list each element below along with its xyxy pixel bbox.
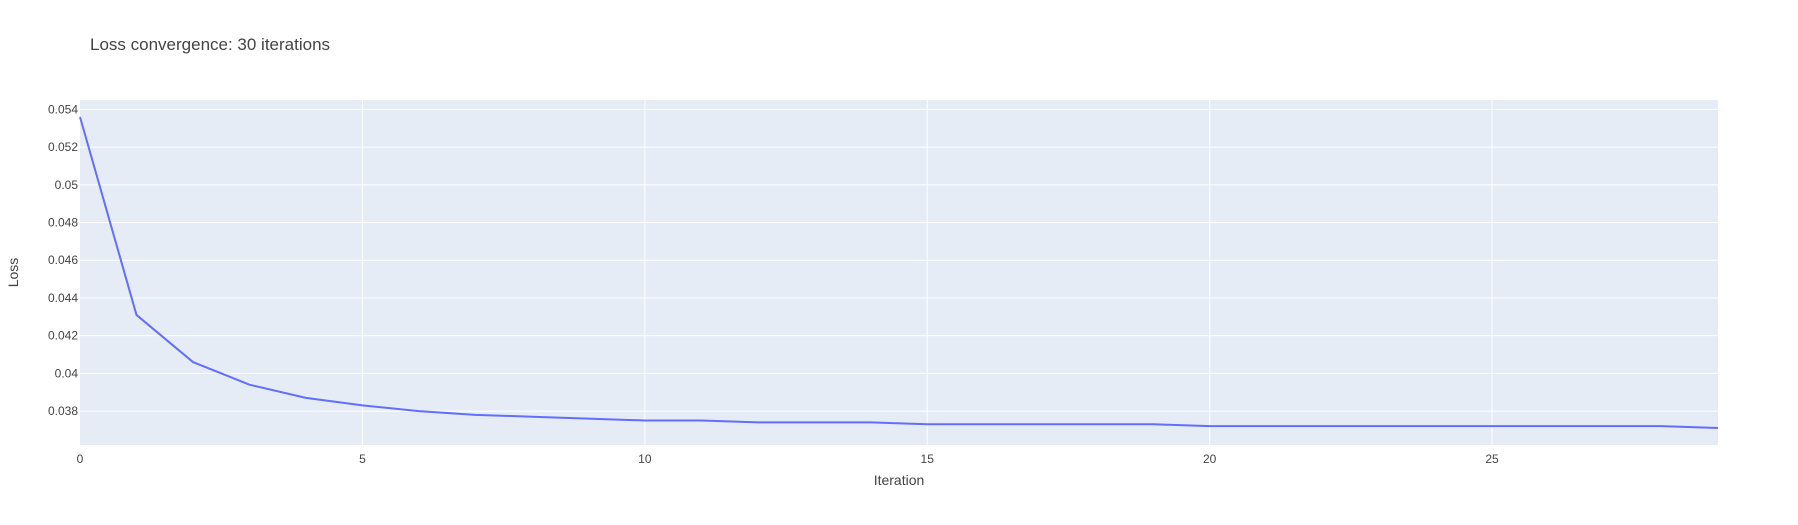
y-tick-label: 0.048: [48, 216, 78, 230]
y-tick-label: 0.046: [48, 253, 78, 267]
y-tick-label: 0.052: [48, 140, 78, 154]
x-tick-label: 15: [921, 452, 935, 466]
y-gridlines: [80, 108, 1718, 412]
plot-area: [80, 100, 1718, 445]
y-tick-label: 0.04: [55, 366, 79, 380]
y-tick-label: 0.042: [48, 329, 78, 343]
y-tick-labels: 0.038 0.04 0.042 0.044 0.046 0.048 0.05 0.052 0.…: [48, 102, 78, 418]
y-tick-label: 0.05: [55, 178, 79, 192]
x-tick-label: 20: [1203, 452, 1217, 466]
x-tick-label: 5: [359, 452, 366, 466]
y-axis-label: Loss: [5, 258, 21, 288]
chart-title: Loss convergence: 30 iterations: [90, 35, 330, 54]
y-tick-label: 0.038: [48, 404, 78, 418]
series-layer: [79, 116, 1719, 430]
y-tick-label: 0.054: [48, 102, 78, 116]
x-tick-label: 0: [77, 452, 84, 466]
x-axis-label: Iteration: [874, 472, 925, 488]
y-tick-label: 0.044: [48, 291, 78, 305]
x-tick-label: 25: [1485, 452, 1499, 466]
x-tick-label: 10: [638, 452, 652, 466]
x-tick-labels: 0 5 10 15 20 25: [77, 452, 1499, 466]
series-line: [79, 116, 1719, 430]
x-gridlines: [361, 100, 1493, 445]
